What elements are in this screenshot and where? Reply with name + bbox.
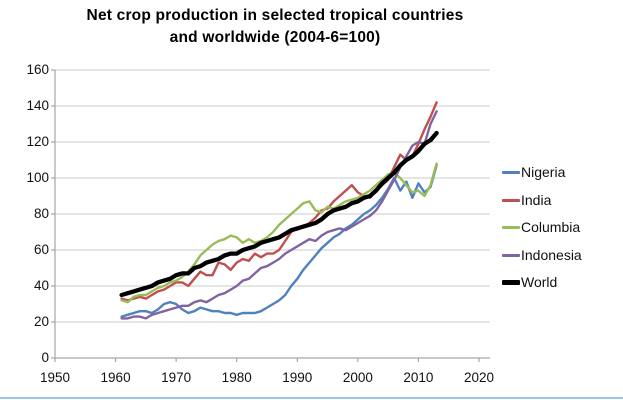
y-tick-label-160: 160 [26, 62, 49, 77]
y-tick-label-0: 0 [41, 350, 49, 365]
y-tick-label-120: 120 [26, 134, 49, 149]
x-tick-label-2010: 2010 [403, 370, 434, 385]
legend-item-india[interactable]: India [502, 191, 551, 209]
legend-item-nigeria[interactable]: Nigeria [502, 163, 565, 181]
x-tick-label-1970: 1970 [161, 370, 192, 385]
legend-swatch-indonesia [502, 253, 520, 257]
legend-label-india: India [521, 192, 552, 208]
x-tick-label-1960: 1960 [100, 370, 131, 385]
x-tick-label-2020: 2020 [463, 370, 495, 385]
legend-item-world[interactable]: World [502, 273, 557, 291]
legend-swatch-india [502, 198, 520, 202]
legend-swatch-nigeria [502, 170, 520, 174]
y-tick-label-20: 20 [33, 314, 49, 329]
legend-swatch-world [502, 279, 520, 285]
legend-item-columbia[interactable]: Columbia [502, 218, 580, 236]
legend-item-indonesia[interactable]: Indonesia [502, 246, 582, 264]
x-tick-label-1990: 1990 [282, 370, 313, 385]
y-tick-label-100: 100 [26, 170, 49, 185]
legend-label-nigeria: Nigeria [521, 164, 566, 180]
series-line-world[interactable] [119, 130, 439, 298]
legend-label-world: World [521, 274, 558, 290]
y-tick-label-140: 140 [26, 98, 49, 113]
legend-swatch-columbia [502, 225, 520, 229]
legend-label-indonesia: Indonesia [521, 247, 582, 263]
y-tick-label-80: 80 [33, 206, 49, 221]
series-line-columbia[interactable] [120, 162, 438, 304]
x-tick-label-1980: 1980 [221, 370, 252, 385]
series-line-india[interactable] [120, 101, 438, 302]
y-tick-label-60: 60 [33, 242, 49, 257]
series-line-indonesia[interactable] [120, 110, 438, 320]
bottom-border-line [0, 397, 623, 399]
x-tick-label-1950: 1950 [39, 370, 71, 385]
chart-title-line-1: Net crop production in selected tropical… [86, 7, 464, 24]
legend-label-columbia: Columbia [521, 219, 581, 235]
x-tick-label-2000: 2000 [342, 370, 373, 385]
series-line-nigeria[interactable] [120, 164, 438, 318]
chart-title-line-2: and worldwide (2004-6=100) [169, 29, 381, 46]
y-tick-label-40: 40 [33, 278, 49, 293]
